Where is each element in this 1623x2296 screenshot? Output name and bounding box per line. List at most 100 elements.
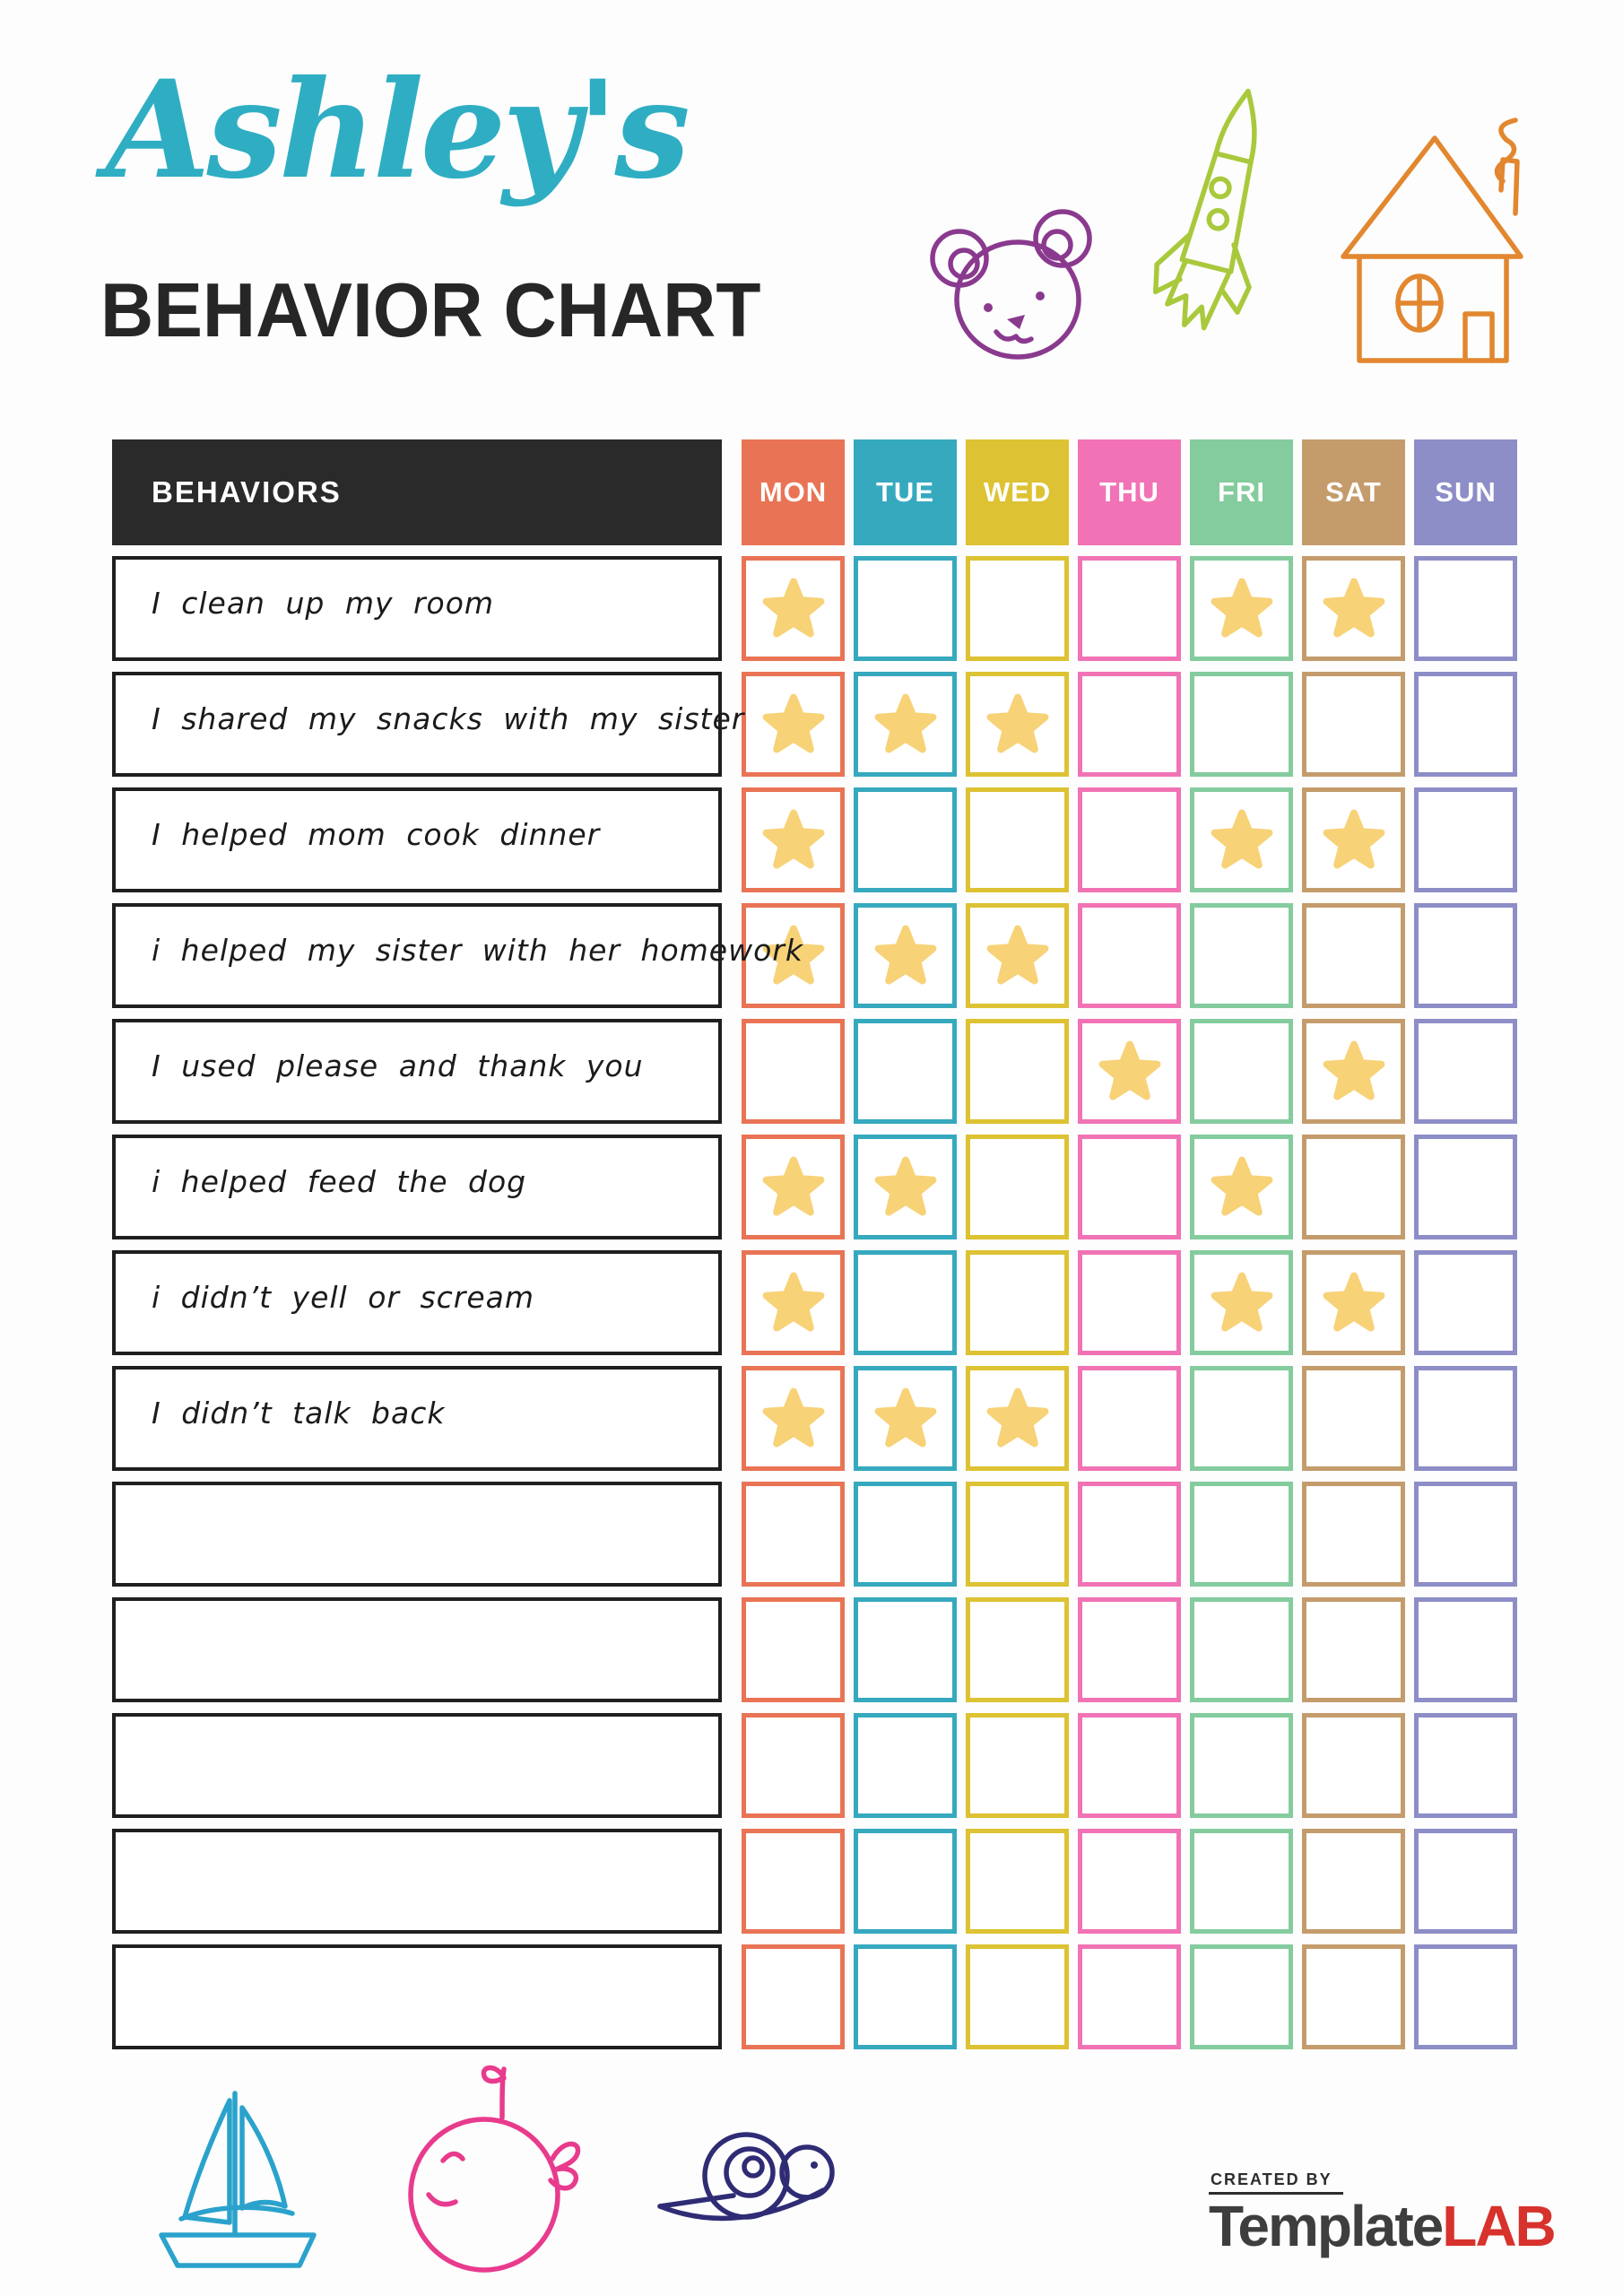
star-cell-row11-fri[interactable] — [1190, 1713, 1293, 1818]
star-cell-row8-tue[interactable] — [854, 1366, 957, 1471]
star-cell-row6-mon[interactable] — [742, 1135, 845, 1239]
star-cell-row7-mon[interactable] — [742, 1250, 845, 1355]
behavior-empty-field-row-10[interactable] — [112, 1597, 722, 1702]
star-cell-row9-mon[interactable] — [742, 1482, 845, 1587]
star-cell-row6-sun[interactable] — [1414, 1135, 1517, 1239]
star-cell-row5-fri[interactable] — [1190, 1019, 1293, 1124]
star-cell-row2-wed[interactable] — [966, 672, 1069, 777]
star-cell-row6-fri[interactable] — [1190, 1135, 1293, 1239]
star-cell-row4-thu[interactable] — [1078, 903, 1181, 1008]
star-cell-row11-wed[interactable] — [966, 1713, 1069, 1818]
star-cell-row13-sun[interactable] — [1414, 1944, 1517, 2049]
behavior-empty-field-row-13[interactable] — [112, 1944, 722, 2049]
star-cell-row1-thu[interactable] — [1078, 556, 1181, 661]
star-cell-row2-fri[interactable] — [1190, 672, 1293, 777]
star-cell-row5-thu[interactable] — [1078, 1019, 1181, 1124]
star-cell-row4-tue[interactable] — [854, 903, 957, 1008]
star-cell-row1-fri[interactable] — [1190, 556, 1293, 661]
star-cell-row2-sun[interactable] — [1414, 672, 1517, 777]
star-cell-row8-fri[interactable] — [1190, 1366, 1293, 1471]
star-cell-row1-mon[interactable] — [742, 556, 845, 661]
star-cell-row9-thu[interactable] — [1078, 1482, 1181, 1587]
star-cell-row12-wed[interactable] — [966, 1829, 1069, 1934]
star-cell-row11-mon[interactable] — [742, 1713, 845, 1818]
star-cell-row3-wed[interactable] — [966, 787, 1069, 892]
star-cell-row9-tue[interactable] — [854, 1482, 957, 1587]
behavior-empty-field-row-11[interactable] — [112, 1713, 722, 1818]
star-cell-row12-tue[interactable] — [854, 1829, 957, 1934]
star-cell-row9-sat[interactable] — [1302, 1482, 1405, 1587]
star-cell-row10-thu[interactable] — [1078, 1597, 1181, 1702]
star-cell-row2-thu[interactable] — [1078, 672, 1181, 777]
star-cell-row8-mon[interactable] — [742, 1366, 845, 1471]
star-cell-row10-mon[interactable] — [742, 1597, 845, 1702]
star-cell-row9-wed[interactable] — [966, 1482, 1069, 1587]
star-cell-row3-sun[interactable] — [1414, 787, 1517, 892]
star-cell-row13-thu[interactable] — [1078, 1944, 1181, 2049]
star-cell-row3-fri[interactable] — [1190, 787, 1293, 892]
star-cell-row2-sat[interactable] — [1302, 672, 1405, 777]
star-cell-row13-wed[interactable] — [966, 1944, 1069, 2049]
star-cell-row1-sun[interactable] — [1414, 556, 1517, 661]
star-cell-row4-sat[interactable] — [1302, 903, 1405, 1008]
star-cell-row8-sun[interactable] — [1414, 1366, 1517, 1471]
star-cell-row4-fri[interactable] — [1190, 903, 1293, 1008]
star-cell-row10-fri[interactable] — [1190, 1597, 1293, 1702]
star-cell-row3-thu[interactable] — [1078, 787, 1181, 892]
star-cell-row7-thu[interactable] — [1078, 1250, 1181, 1355]
star-cell-row10-wed[interactable] — [966, 1597, 1069, 1702]
star-cell-row13-mon[interactable] — [742, 1944, 845, 2049]
star-cell-row5-wed[interactable] — [966, 1019, 1069, 1124]
star-cell-row3-mon[interactable] — [742, 787, 845, 892]
star-cell-row5-sun[interactable] — [1414, 1019, 1517, 1124]
behavior-empty-field-row-12[interactable] — [112, 1829, 722, 1934]
star-cell-row10-sun[interactable] — [1414, 1597, 1517, 1702]
star-cell-row9-sun[interactable] — [1414, 1482, 1517, 1587]
star-cell-row9-fri[interactable] — [1190, 1482, 1293, 1587]
star-cell-row6-tue[interactable] — [854, 1135, 957, 1239]
star-cell-row1-sat[interactable] — [1302, 556, 1405, 661]
star-cell-row12-fri[interactable] — [1190, 1829, 1293, 1934]
star-cell-row10-sat[interactable] — [1302, 1597, 1405, 1702]
star-cell-row4-mon[interactable] — [742, 903, 845, 1008]
star-cell-row6-wed[interactable] — [966, 1135, 1069, 1239]
star-cell-row7-sat[interactable] — [1302, 1250, 1405, 1355]
star-cell-row4-wed[interactable] — [966, 903, 1069, 1008]
star-cell-row6-thu[interactable] — [1078, 1135, 1181, 1239]
behavior-label-row-8: I didn’t talk back — [112, 1366, 722, 1471]
star-cell-row7-fri[interactable] — [1190, 1250, 1293, 1355]
star-cell-row3-sat[interactable] — [1302, 787, 1405, 892]
star-cell-row13-fri[interactable] — [1190, 1944, 1293, 2049]
star-cell-row1-tue[interactable] — [854, 556, 957, 661]
star-cell-row2-tue[interactable] — [854, 672, 957, 777]
behavior-empty-field-row-9[interactable] — [112, 1482, 722, 1587]
star-cell-row12-thu[interactable] — [1078, 1829, 1181, 1934]
star-cell-row11-tue[interactable] — [854, 1713, 957, 1818]
star-cell-row5-tue[interactable] — [854, 1019, 957, 1124]
star-cell-row12-sat[interactable] — [1302, 1829, 1405, 1934]
star-cell-row11-sat[interactable] — [1302, 1713, 1405, 1818]
star-cell-row12-mon[interactable] — [742, 1829, 845, 1934]
star-cell-row11-thu[interactable] — [1078, 1713, 1181, 1818]
star-cell-row2-mon[interactable] — [742, 672, 845, 777]
star-cell-row7-wed[interactable] — [966, 1250, 1069, 1355]
star-icon — [762, 693, 824, 753]
star-cell-row8-wed[interactable] — [966, 1366, 1069, 1471]
star-cell-row11-sun[interactable] — [1414, 1713, 1517, 1818]
behavior-text: I used please and thank you — [152, 1048, 644, 1083]
star-cell-row5-mon[interactable] — [742, 1019, 845, 1124]
star-cell-row8-thu[interactable] — [1078, 1366, 1181, 1471]
star-cell-row4-sun[interactable] — [1414, 903, 1517, 1008]
star-cell-row3-tue[interactable] — [854, 787, 957, 892]
star-cell-row6-sat[interactable] — [1302, 1135, 1405, 1239]
star-cell-row8-sat[interactable] — [1302, 1366, 1405, 1471]
star-cell-row7-sun[interactable] — [1414, 1250, 1517, 1355]
star-cell-row13-sat[interactable] — [1302, 1944, 1405, 2049]
star-icon — [762, 578, 824, 638]
star-cell-row13-tue[interactable] — [854, 1944, 957, 2049]
star-cell-row10-tue[interactable] — [854, 1597, 957, 1702]
star-cell-row12-sun[interactable] — [1414, 1829, 1517, 1934]
star-cell-row5-sat[interactable] — [1302, 1019, 1405, 1124]
star-cell-row7-tue[interactable] — [854, 1250, 957, 1355]
star-cell-row1-wed[interactable] — [966, 556, 1069, 661]
